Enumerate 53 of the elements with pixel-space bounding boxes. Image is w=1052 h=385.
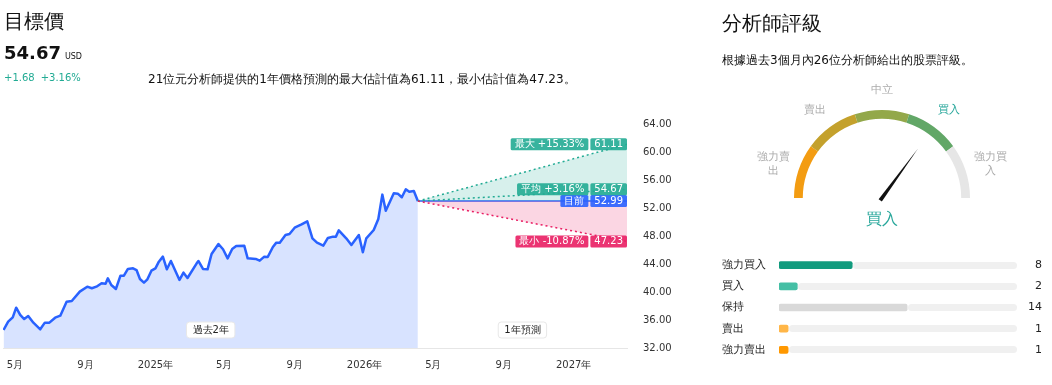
y-tick-label: 36.00 (643, 313, 672, 325)
y-tick-label: 強力買入 (722, 258, 766, 272)
annotation: 過去2年 (192, 323, 229, 335)
text: USD (64, 52, 83, 61)
x-tick-label: 9月 (495, 358, 512, 370)
bar (779, 282, 798, 291)
slice-label: 強力賣出 (757, 150, 791, 178)
legend-label: 目前 (564, 194, 585, 206)
data-label: 8 (1035, 258, 1042, 272)
x-tick-label: 5月 (6, 358, 24, 370)
y-tick-label: 強力賣出 (722, 342, 766, 356)
y-tick-label: 保持 (722, 300, 744, 314)
slice-label: 強力買入 (973, 150, 1007, 178)
legend-label: 平均 +3.16% (521, 182, 585, 194)
slice-label: 賣出 (803, 103, 826, 117)
data-label: 52.99 (594, 194, 624, 206)
y-tick-label: 64.00 (643, 117, 672, 129)
x-tick-label: 2025年 (137, 358, 174, 370)
x-tick-label: 9月 (77, 358, 94, 370)
legend-label: 最小 -10.87% (519, 234, 585, 246)
x-tick-label: 5月 (215, 358, 233, 370)
annotation: 1年預測 (504, 323, 541, 335)
chart-subtitle: 根據過去3個月內26位分析師給出的股票評級。 (722, 52, 973, 69)
x-tick-label: 2027年 (555, 358, 592, 370)
y-tick-label: 32.00 (643, 341, 672, 353)
y-tick-label: 賣出 (722, 321, 744, 335)
data-label: 47.23 (594, 234, 624, 246)
data-label: 14 (1028, 300, 1042, 314)
data-label: 2 (1035, 279, 1042, 293)
y-tick-label: 48.00 (643, 229, 672, 241)
chart-title: 目標價 (4, 8, 64, 35)
y-tick-label: 買入 (722, 279, 744, 293)
text: +3.16% (40, 72, 81, 83)
data-label: 54.67 (594, 182, 624, 194)
y-tick-label: 44.00 (643, 257, 672, 269)
y-tick-label: 52.00 (643, 201, 672, 213)
data-label: 1 (1035, 321, 1042, 335)
x-tick-label: 5月 (425, 358, 442, 370)
y-tick-label: 40.00 (643, 285, 672, 297)
y-tick-label: 56.00 (643, 173, 672, 185)
text: 21位元分析師提供的1年價格預測的最大估計值為61.11，最小估計值為47.23。 (148, 71, 576, 88)
chart-subtitle: 54.67 (4, 42, 61, 63)
x-tick-label: 2026年 (346, 358, 383, 370)
y-tick-label: 60.00 (643, 145, 672, 157)
data-label: 61.11 (594, 137, 624, 149)
chart-title: 分析師評級 (722, 10, 822, 37)
slice-label: 買入 (938, 103, 961, 117)
legend-label: 最大 +15.33% (514, 137, 585, 149)
text: +1.68 (4, 72, 35, 83)
x-tick-label: 9月 (286, 358, 303, 370)
slice-label: 中立 (871, 82, 893, 96)
data-label: 1 (1035, 342, 1042, 356)
text: 買入 (866, 209, 898, 229)
